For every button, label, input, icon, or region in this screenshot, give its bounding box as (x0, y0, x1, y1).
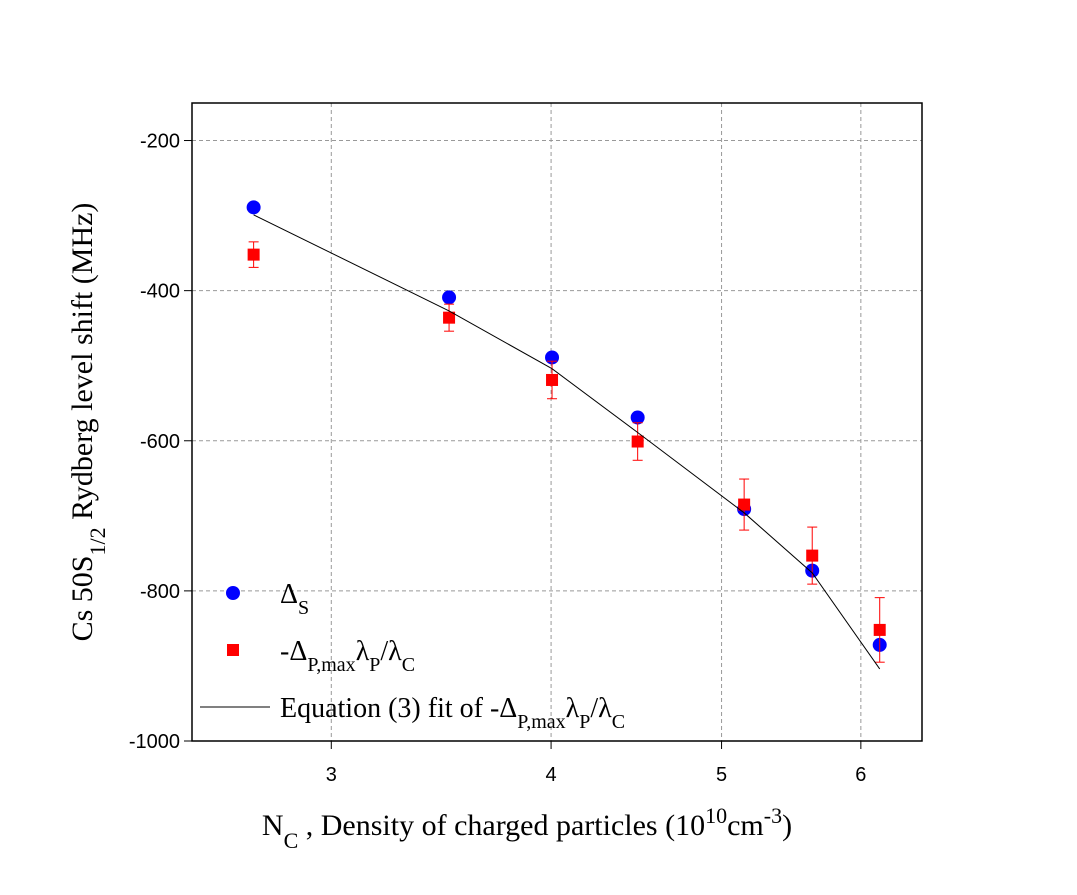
fit-line (253, 214, 881, 670)
label-part: /λ (590, 693, 612, 724)
point (631, 435, 644, 448)
point (246, 200, 261, 215)
label-script: P (369, 654, 380, 676)
point (247, 248, 260, 261)
y-tick-label: -400 (140, 281, 180, 303)
y-tick-label: -200 (140, 131, 180, 153)
point (806, 549, 819, 562)
label-part: N (262, 809, 284, 842)
legend-label: -ΔP,maxλP/λC (280, 636, 415, 676)
point (442, 290, 457, 305)
label-part: /λ (380, 636, 402, 667)
label-part: Equation (3) fit of -Δ (280, 693, 517, 724)
label-part: λ (566, 693, 580, 724)
point (443, 311, 456, 324)
x-tick-label: 3 (326, 764, 337, 786)
x-tick-label: 4 (546, 764, 557, 786)
plot-frame (191, 102, 923, 742)
label-script: S (298, 597, 309, 619)
legend-label: ΔS (280, 579, 309, 619)
x-tick-label: 5 (716, 764, 727, 786)
x-axis-label: NC , Density of charged particles (1010c… (262, 803, 792, 853)
label-script: 10 (705, 803, 727, 828)
label-script: P (579, 711, 590, 733)
y-axis-label: Cs 50S1/2 Rydberg level shift (MHz) (66, 203, 110, 642)
label-part: -Δ (280, 636, 307, 667)
label-part: Rydberg level shift (MHz) (66, 203, 99, 528)
point (630, 410, 645, 425)
label-script: P,max (517, 711, 565, 733)
label-part: λ (356, 636, 370, 667)
legend-marker (226, 586, 240, 600)
label-script: C (284, 828, 299, 853)
y-tick-label: -1000 (129, 731, 180, 753)
legend-marker (227, 644, 239, 656)
legend-label: Equation (3) fit of -ΔP,maxλP/λC (280, 693, 625, 733)
label-part: Δ (280, 579, 298, 610)
point (738, 498, 751, 511)
label-part: cm (727, 809, 764, 842)
x-tick-label: 6 (855, 764, 866, 786)
y-tick-label: -800 (140, 581, 180, 603)
point (546, 373, 559, 386)
label-script: C (402, 654, 415, 676)
label-part: , Density of charged particles (10 (298, 809, 705, 842)
point (873, 623, 886, 636)
label-script: P,max (307, 654, 355, 676)
label-part: ) (782, 809, 792, 842)
label-script: 1/2 (85, 527, 110, 555)
label-part: Cs 50S (66, 556, 99, 642)
y-tick-label: -600 (140, 431, 180, 453)
label-script: -3 (764, 803, 782, 828)
label-script: C (612, 711, 625, 733)
